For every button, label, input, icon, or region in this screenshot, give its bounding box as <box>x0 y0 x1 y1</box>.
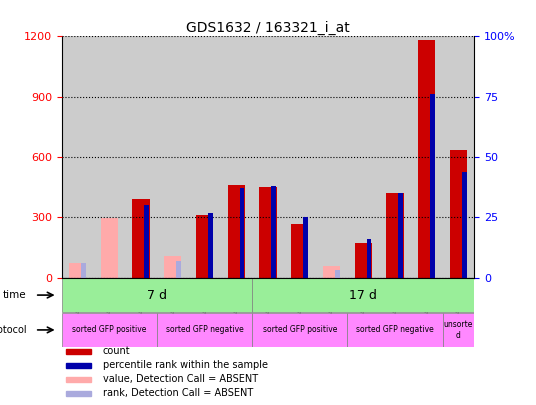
Bar <box>347 36 379 278</box>
Text: 17 d: 17 d <box>349 289 377 302</box>
Bar <box>62 36 93 278</box>
Bar <box>252 36 284 278</box>
Bar <box>66 377 91 382</box>
Bar <box>66 391 91 396</box>
Bar <box>69 262 86 278</box>
Bar <box>347 313 443 347</box>
Bar <box>335 271 340 278</box>
Bar <box>176 261 181 278</box>
Bar <box>125 36 157 278</box>
Bar <box>227 185 245 278</box>
Text: sorted GFP negative: sorted GFP negative <box>166 326 243 335</box>
Bar <box>291 224 309 278</box>
Text: rank, Detection Call = ABSENT: rank, Detection Call = ABSENT <box>103 388 253 398</box>
Bar <box>443 36 474 278</box>
Text: count: count <box>103 346 131 356</box>
Text: value, Detection Call = ABSENT: value, Detection Call = ABSENT <box>103 374 258 384</box>
Bar <box>271 186 276 278</box>
Bar <box>157 313 252 347</box>
Bar <box>386 193 404 278</box>
Bar <box>316 36 347 278</box>
Text: percentile rank within the sample: percentile rank within the sample <box>103 360 268 370</box>
Bar <box>379 36 411 278</box>
Bar <box>66 363 91 368</box>
Bar <box>252 313 347 347</box>
Bar <box>66 349 91 354</box>
Bar <box>132 199 150 278</box>
Bar <box>443 313 474 347</box>
Bar <box>164 256 182 278</box>
Bar <box>367 239 371 278</box>
Bar <box>252 278 474 312</box>
Bar <box>284 36 316 278</box>
Text: 7 d: 7 d <box>147 289 167 302</box>
Bar <box>189 36 220 278</box>
Bar <box>81 263 86 278</box>
Bar <box>157 36 189 278</box>
Bar <box>303 217 308 278</box>
Text: time: time <box>3 290 27 300</box>
Text: protocol: protocol <box>0 325 27 335</box>
Bar <box>144 205 149 278</box>
Bar <box>411 36 443 278</box>
Text: sorted GFP positive: sorted GFP positive <box>263 326 337 335</box>
Bar <box>220 36 252 278</box>
Bar <box>208 213 213 278</box>
Title: GDS1632 / 163321_i_at: GDS1632 / 163321_i_at <box>186 21 350 35</box>
Bar <box>323 266 340 278</box>
Text: sorted GFP negative: sorted GFP negative <box>356 326 434 335</box>
Bar <box>430 94 435 278</box>
Bar <box>398 193 403 278</box>
Bar <box>93 36 125 278</box>
Bar <box>418 40 435 278</box>
Bar <box>240 188 244 278</box>
Bar <box>450 150 467 278</box>
Bar <box>62 278 252 312</box>
Text: unsorte
d: unsorte d <box>444 320 473 340</box>
Bar <box>259 187 277 278</box>
Bar <box>462 172 466 278</box>
Bar <box>62 313 157 347</box>
Bar <box>196 215 213 278</box>
Bar <box>101 218 118 278</box>
Bar <box>354 243 372 278</box>
Text: sorted GFP positive: sorted GFP positive <box>72 326 146 335</box>
